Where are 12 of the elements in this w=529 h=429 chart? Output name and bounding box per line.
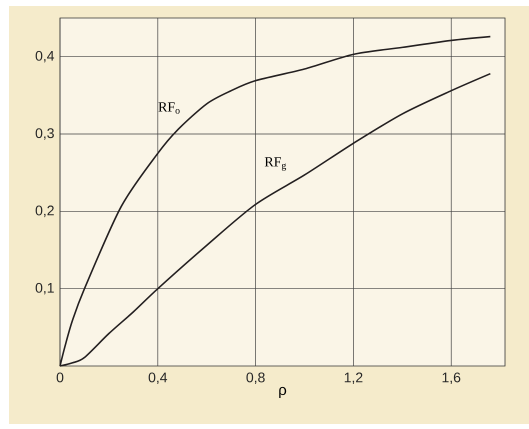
series-label: RF$_{g}$ [264,157,286,171]
series-label: RF$_{o}$ [158,102,180,114]
x-tick-label: 0,8 [246,372,265,384]
x-tick-label: 0 [56,372,64,382]
y-tick-label: 0,1 [36,282,54,294]
y-tick-label: 0,3 [36,128,54,140]
y-tick-label: 0,4 [36,50,54,62]
x-tick-label: 1,6 [442,372,460,384]
x-tick-label: 0,4 [148,372,168,384]
x-tick-label: 1,2 [344,372,362,384]
y-tick-label: 0,2 [36,206,54,218]
x-axis-title: ρ [279,386,286,398]
